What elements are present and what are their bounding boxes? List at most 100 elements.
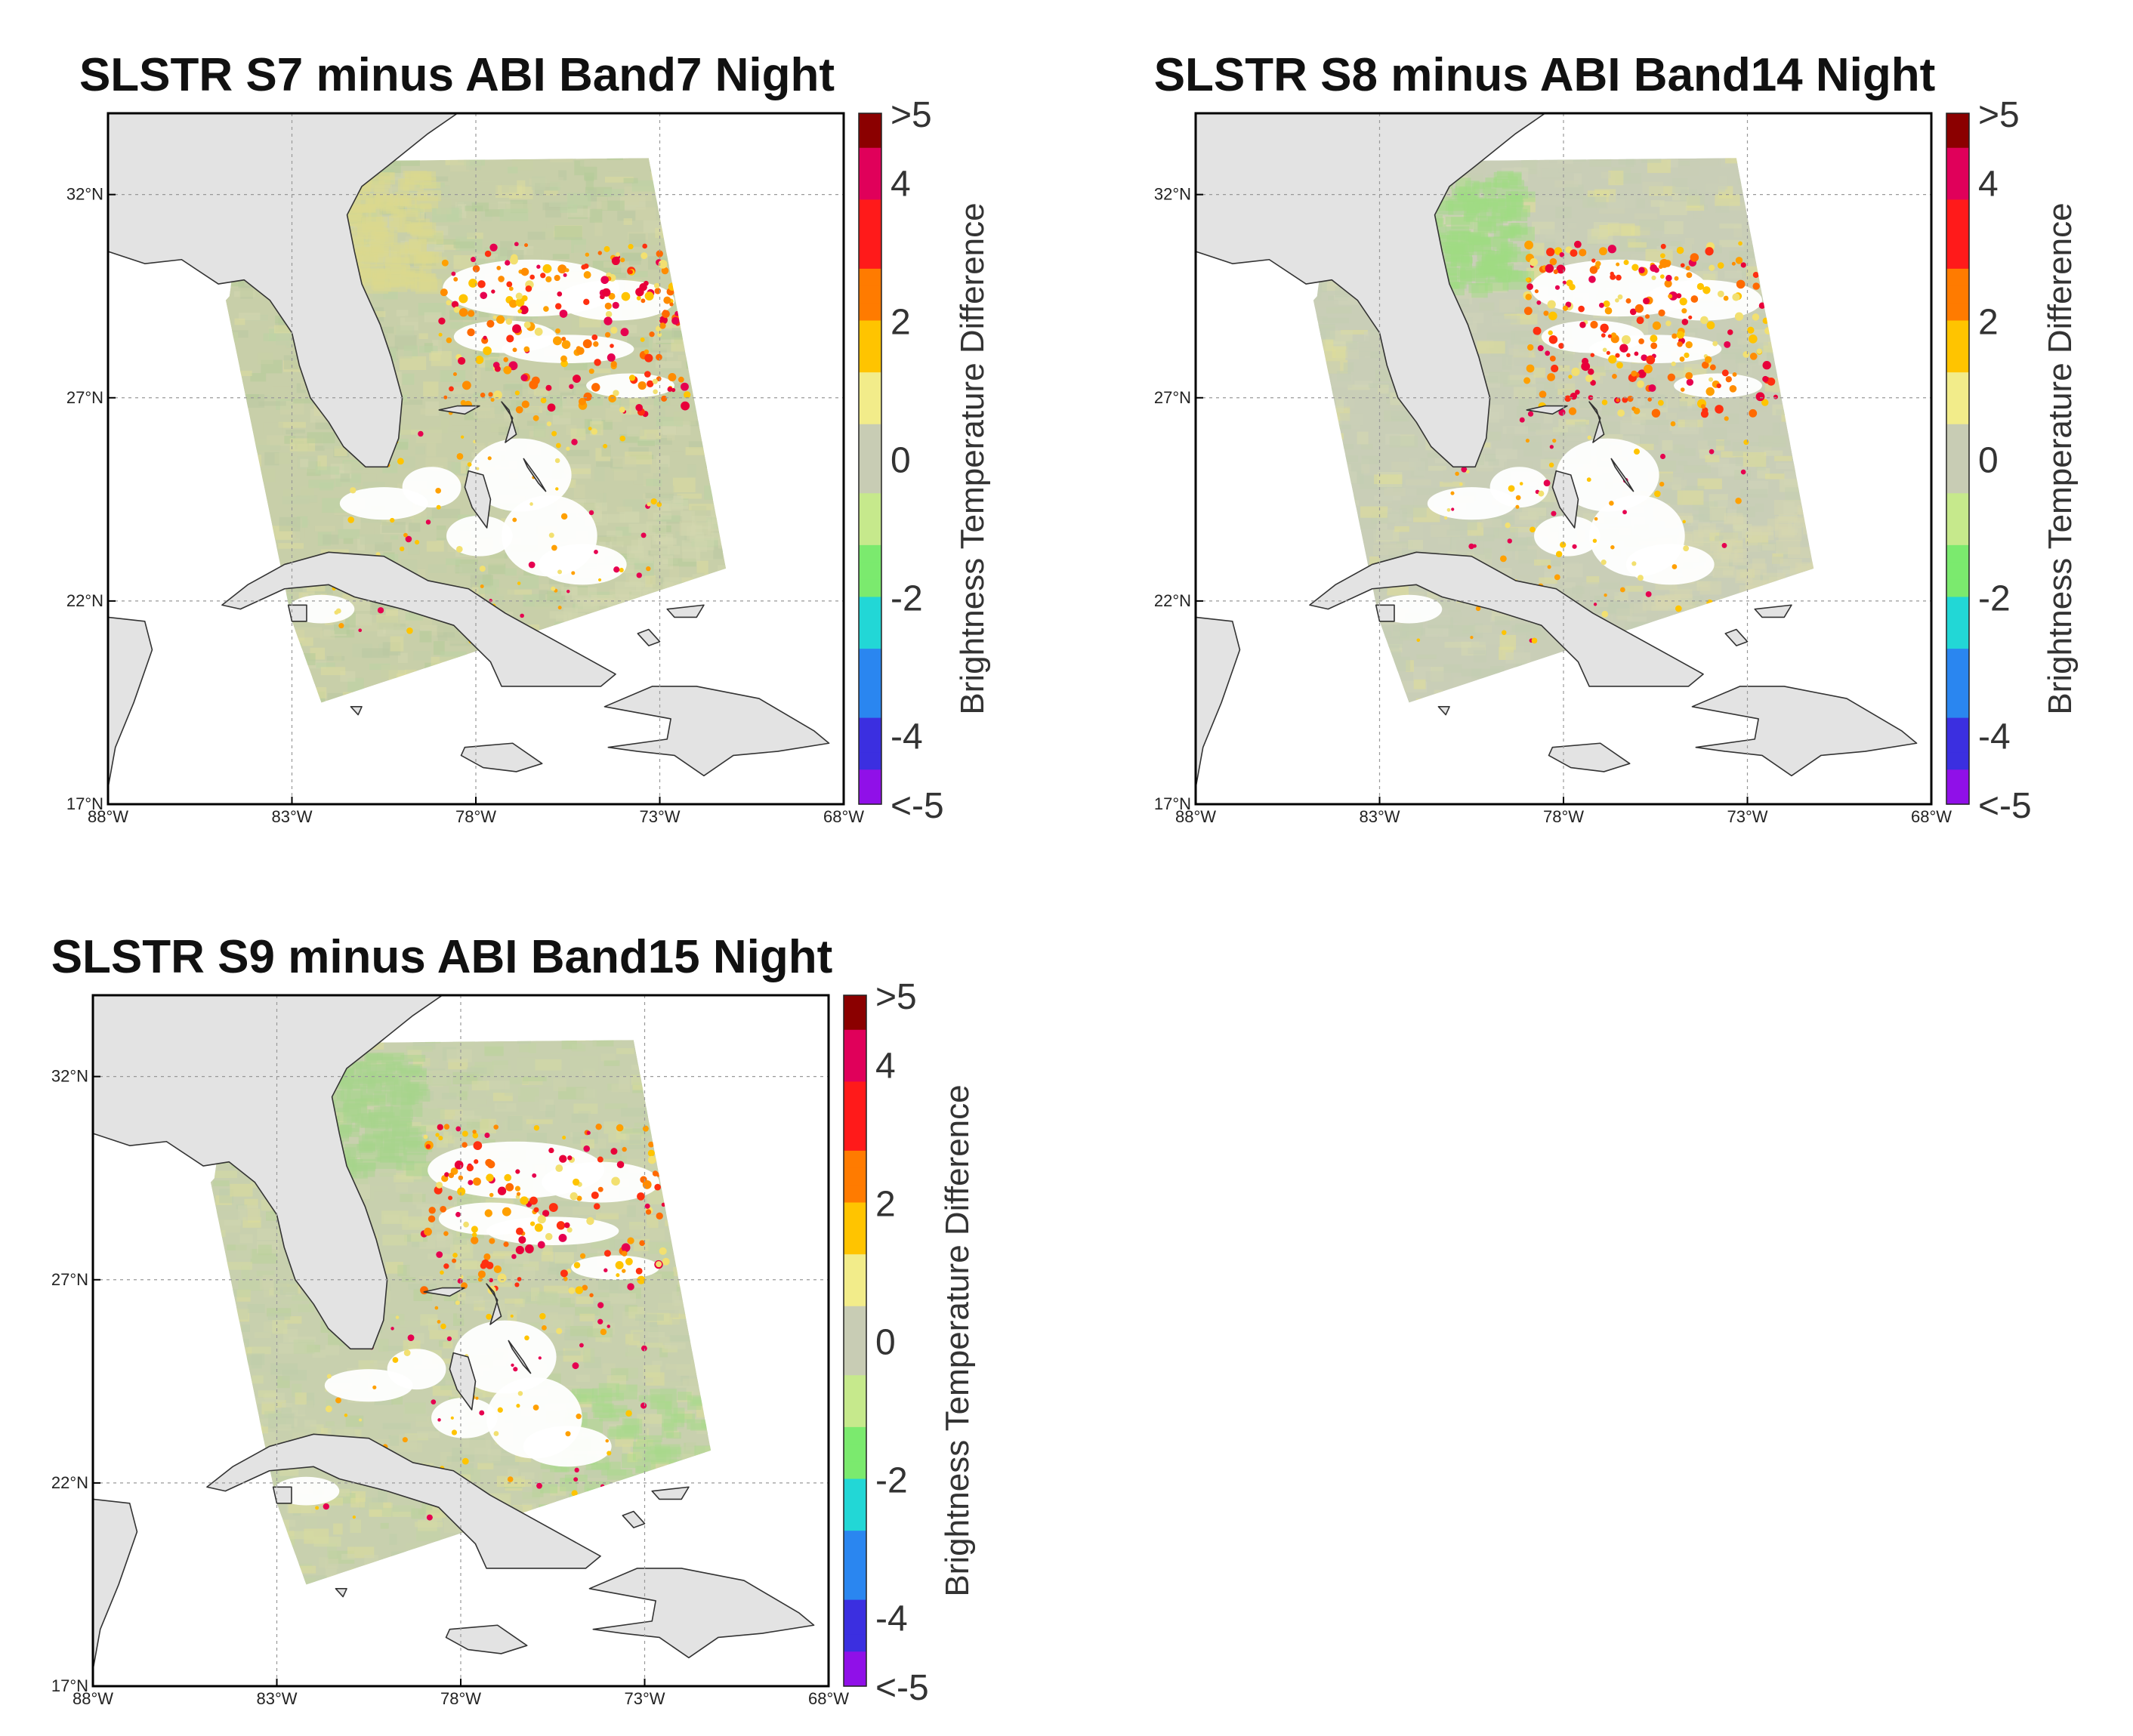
swath-texture-cell xyxy=(1734,470,1751,480)
warm-outlier-pixel xyxy=(529,380,539,390)
swath-texture-cell xyxy=(1313,288,1322,300)
swath-texture-cell xyxy=(357,206,377,216)
warm-outlier-pixel xyxy=(1547,565,1551,569)
warm-outlier-pixel xyxy=(1634,351,1639,356)
swath-texture-cell xyxy=(616,526,631,536)
swath-texture-cell xyxy=(454,566,463,573)
warm-outlier-pixel xyxy=(1527,411,1534,417)
swath-texture-cell xyxy=(258,401,286,406)
swath-texture-cell xyxy=(393,208,406,222)
swath-texture-cell xyxy=(1313,324,1335,329)
warm-outlier-pixel xyxy=(542,264,552,273)
swath-texture-cell xyxy=(637,538,651,550)
swath-texture-cell xyxy=(362,246,384,255)
colorbar-segment xyxy=(859,441,881,460)
swath-texture-cell xyxy=(635,1439,653,1447)
colorbar-segment xyxy=(1946,147,1969,166)
warm-outlier-pixel xyxy=(1743,439,1749,446)
swath-texture-cell xyxy=(1679,401,1687,412)
swath-texture-cell xyxy=(347,214,361,227)
swath-texture-cell xyxy=(553,1078,566,1092)
warm-outlier-pixel xyxy=(1549,445,1554,449)
swath-texture-cell xyxy=(1572,586,1585,594)
swath-texture-cell xyxy=(1452,247,1463,254)
swath-texture-cell xyxy=(372,273,385,285)
land-polygon xyxy=(460,742,543,772)
swath-texture-cell xyxy=(616,506,632,512)
swath-texture-cell xyxy=(282,496,310,504)
warm-outlier-pixel xyxy=(400,546,405,551)
swath-texture-cell xyxy=(1502,426,1528,434)
swath-texture-cell xyxy=(350,1519,362,1534)
swath-texture-cell xyxy=(466,160,482,171)
warm-outlier-pixel xyxy=(1599,247,1607,256)
swath-texture-cell xyxy=(680,510,695,521)
colorbar-segment xyxy=(1946,700,1969,719)
swath-texture-cell xyxy=(626,545,644,559)
warm-outlier-pixel xyxy=(1590,320,1598,329)
swath-texture-cell xyxy=(1357,431,1369,445)
swath-texture-cell xyxy=(453,241,475,248)
swath-texture-cell xyxy=(1715,348,1729,354)
swath-texture-cell xyxy=(357,226,384,239)
warm-outlier-pixel xyxy=(528,561,536,569)
swath-texture-cell xyxy=(1787,547,1814,558)
swath-texture-cell xyxy=(1499,248,1511,263)
swath-texture-cell xyxy=(1508,221,1525,232)
swath-texture-cell xyxy=(449,159,470,172)
colorbar-tick-label: -4 xyxy=(1978,717,2011,757)
swath-texture-cell xyxy=(1477,215,1503,231)
warm-outlier-pixel xyxy=(505,260,511,266)
swath-texture-cell xyxy=(1444,642,1472,648)
swath-texture-cell xyxy=(1810,558,1814,568)
swath-texture-cell xyxy=(396,350,412,359)
swath-texture-cell xyxy=(373,250,397,263)
swath-texture-cell xyxy=(440,1384,468,1390)
warm-outlier-pixel xyxy=(1749,353,1758,360)
warm-outlier-pixel xyxy=(656,250,663,257)
swath-texture-cell xyxy=(350,199,374,208)
swath-texture-cell xyxy=(1455,298,1470,307)
swath-texture-cell xyxy=(1482,249,1495,263)
warm-outlier-pixel xyxy=(446,300,452,306)
colorbar-segment xyxy=(1946,424,1969,442)
warm-outlier-pixel xyxy=(508,286,514,291)
swath-texture-cell xyxy=(615,581,642,597)
swath-texture-cell xyxy=(1772,557,1795,570)
swath-texture-cell xyxy=(687,526,711,540)
swath-texture-cell xyxy=(657,405,665,418)
swath-texture-cell xyxy=(406,1543,427,1549)
warm-outlier-pixel xyxy=(1731,261,1736,266)
swath-texture-cell xyxy=(484,1046,504,1056)
swath-texture-cell xyxy=(1699,581,1722,595)
swath-texture-cell xyxy=(1425,671,1452,682)
warm-outlier-pixel xyxy=(1685,266,1690,271)
swath-texture-cell xyxy=(1625,158,1634,167)
swath-texture-cell xyxy=(1776,462,1797,470)
swath-texture-cell xyxy=(650,458,661,473)
swath-texture-cell xyxy=(1445,201,1470,211)
warm-outlier-pixel xyxy=(661,267,669,275)
swath-texture-cell xyxy=(1442,267,1459,276)
swath-texture-cell xyxy=(694,536,715,550)
swath-texture-cell xyxy=(1594,595,1607,603)
warm-outlier-pixel xyxy=(1629,308,1637,316)
swath-texture-cell xyxy=(1654,460,1677,472)
swath-texture-cell xyxy=(577,598,594,607)
swath-texture-cell xyxy=(635,584,653,592)
colorbar-segment xyxy=(1946,355,1969,373)
warm-outlier-pixel xyxy=(566,446,570,451)
swath-texture-cell xyxy=(653,533,673,541)
swath-texture-cell xyxy=(411,205,424,213)
warm-outlier-pixel xyxy=(1721,542,1727,548)
warm-outlier-pixel xyxy=(449,386,454,392)
swath-texture-cell xyxy=(390,271,414,285)
warm-outlier-pixel xyxy=(658,259,668,269)
swath-texture-cell xyxy=(369,663,390,670)
swath-texture-cell xyxy=(558,170,567,180)
swath-texture-cell xyxy=(344,461,369,474)
swath-texture-cell xyxy=(1503,380,1532,387)
warm-outlier-pixel xyxy=(438,332,443,337)
swath-texture-cell xyxy=(410,222,433,237)
